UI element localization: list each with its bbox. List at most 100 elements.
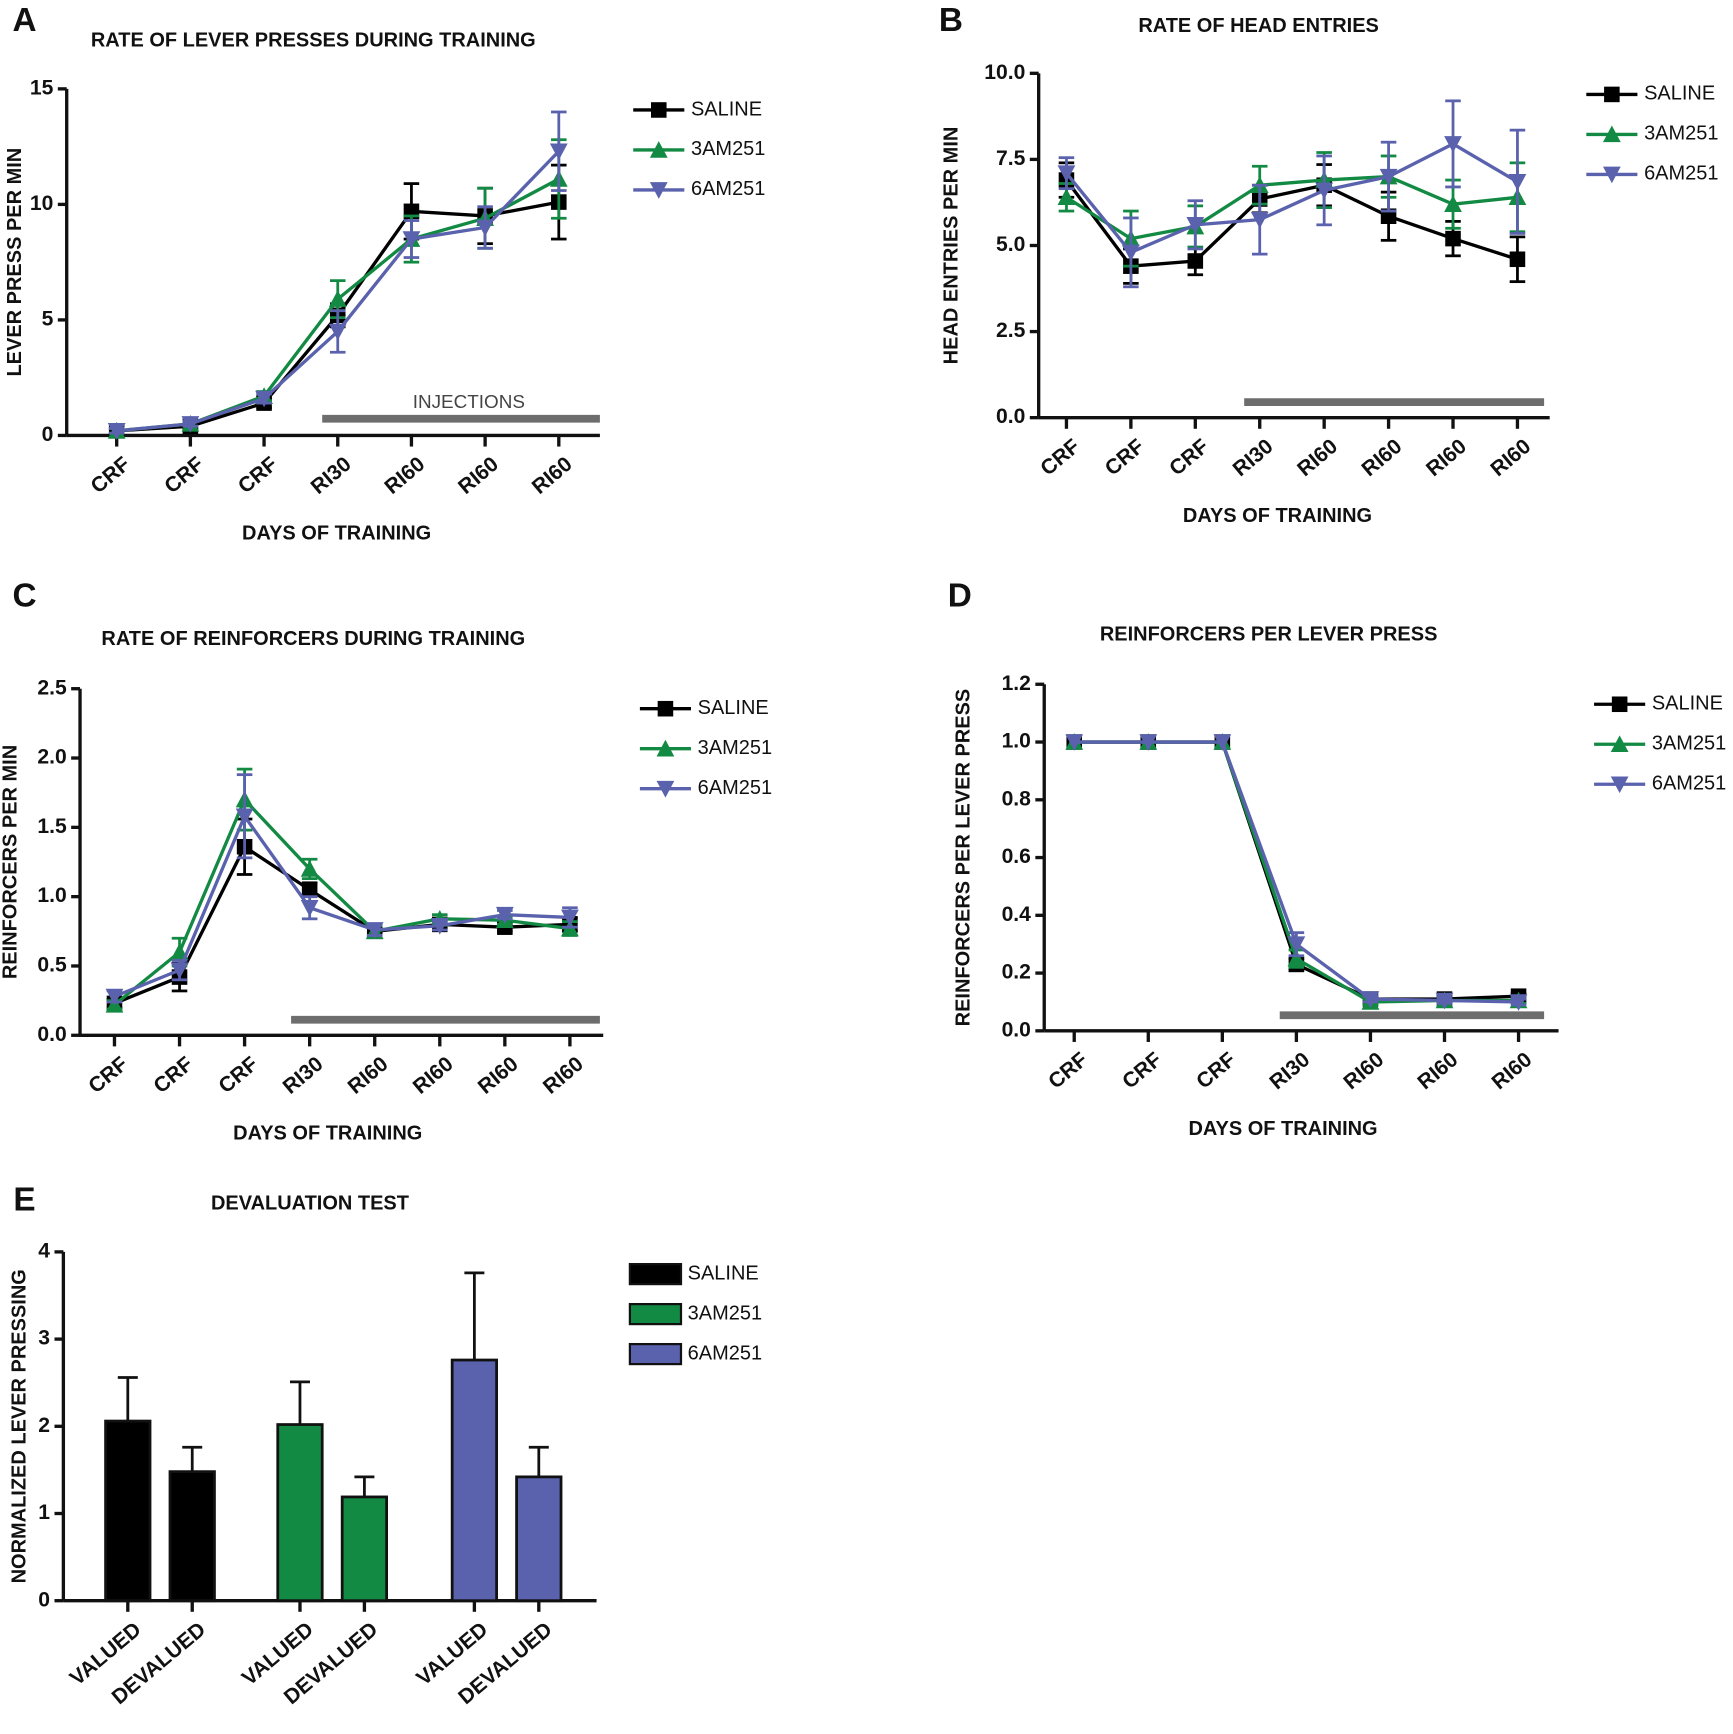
x-tick-label: RI60 [454, 453, 503, 499]
x-tick-label: RI60 [539, 1052, 588, 1098]
point [300, 860, 319, 877]
y-tick-label: 0.0 [37, 1023, 66, 1046]
y-tick-label: 1 [38, 1501, 50, 1524]
panel-letter: C [12, 577, 36, 614]
legend-marker [650, 102, 667, 118]
y-tick-label: 2.5 [996, 319, 1026, 342]
x-tick-label: CRF [1101, 435, 1149, 481]
y-tick-label: 15 [30, 76, 54, 99]
bar [515, 1475, 563, 1603]
panel-letter: D [948, 577, 972, 614]
x-axis-label: DAYS OF TRAINING [233, 1122, 422, 1144]
legend-label: SALINE [688, 1262, 759, 1284]
point [1445, 230, 1461, 247]
legend-marker [1611, 696, 1628, 713]
x-tick-label: RI60 [1293, 435, 1342, 481]
x-tick-label: RI60 [1488, 1048, 1537, 1094]
series-line [113, 796, 571, 1007]
point [1187, 253, 1204, 269]
y-tick-label: 0.2 [1002, 961, 1031, 984]
x-tick-label: CRF [234, 453, 282, 499]
legend-marker [1602, 125, 1621, 143]
series-line [1065, 142, 1519, 255]
legend-label: SALINE [1644, 83, 1715, 105]
x-tick-label: CRF [1165, 435, 1213, 481]
y-tick-label: 0.8 [1002, 787, 1032, 810]
y-tick-label: 5.0 [996, 233, 1025, 256]
y-tick-label: 1.0 [1002, 730, 1031, 753]
panel-letter: E [13, 1182, 35, 1219]
point [1250, 211, 1269, 229]
x-tick-label: CRF [1192, 1048, 1240, 1094]
legend-label: 6AM251 [691, 178, 765, 200]
point [365, 922, 384, 939]
point [1509, 251, 1526, 268]
x-axis-label: DAYS OF TRAINING [242, 523, 431, 545]
series-line [1065, 179, 1518, 268]
y-tick-label: 0.4 [1002, 903, 1032, 926]
x-tick-label: CRF [84, 1052, 132, 1098]
legend-marker [1610, 776, 1629, 794]
chart-title: RATE OF HEAD ENTRIES [1138, 15, 1379, 37]
point [1139, 734, 1158, 751]
point [1508, 174, 1527, 191]
legend-swatch [628, 1342, 683, 1366]
x-tick-label: RI60 [474, 1052, 523, 1098]
bar [450, 1358, 498, 1603]
point [328, 323, 347, 341]
x-tick-label: RI60 [344, 1052, 393, 1098]
legend-swatch [628, 1263, 683, 1286]
x-tick-label: RI60 [1413, 1048, 1462, 1094]
x-tick-label: RI30 [1229, 435, 1278, 481]
point [1121, 244, 1140, 262]
point [1509, 994, 1528, 1011]
legend-label: 3AM251 [1644, 123, 1718, 145]
point [300, 899, 319, 917]
y-tick-label: 2 [38, 1414, 50, 1437]
legend-label: 3AM251 [688, 1302, 762, 1324]
series-line [113, 812, 570, 999]
series-line [113, 844, 570, 1005]
y-tick-label: 0.0 [996, 405, 1025, 428]
legend-label: SALINE [1652, 693, 1723, 715]
point [170, 962, 189, 980]
annotation: INJECTIONS [413, 392, 525, 413]
legend-marker [649, 141, 668, 158]
point [561, 909, 579, 927]
x-tick-label: CRF [1036, 435, 1084, 481]
legend-label: SALINE [691, 98, 762, 120]
legend-label: SALINE [698, 697, 769, 719]
bar [168, 1470, 216, 1603]
chart-title: REINFORCERS PER LEVER PRESS [1100, 624, 1438, 646]
point [1315, 182, 1334, 200]
y-axis-label: REINFORCERS PER MIN [0, 745, 21, 979]
chart-title: DEVALUATION TEST [211, 1192, 409, 1214]
y-tick-label: 2.0 [37, 746, 66, 769]
x-tick-label: RI60 [1422, 435, 1471, 481]
y-tick-label: 4 [38, 1239, 50, 1262]
point [1444, 136, 1462, 153]
x-tick-label: CRF [215, 1052, 263, 1098]
x-tick-label: CRF [1044, 1048, 1092, 1094]
point [1213, 734, 1232, 751]
chart-title: RATE OF LEVER PRESSES DURING TRAINING [91, 29, 536, 51]
point [402, 231, 421, 248]
y-tick-label: 1.5 [37, 815, 67, 838]
point [1057, 165, 1076, 183]
x-tick-label: RI60 [1486, 435, 1535, 481]
x-axis-label: DAYS OF TRAINING [1183, 505, 1372, 527]
legend-label: 6AM251 [698, 777, 772, 799]
point [181, 416, 200, 433]
y-tick-label: 0 [42, 423, 54, 446]
x-tick-label: RI60 [1358, 435, 1407, 481]
chart-title: RATE OF REINFORCERS DURING TRAINING [101, 628, 525, 650]
point [1065, 734, 1084, 751]
y-tick-label: 10 [30, 192, 53, 215]
y-tick-label: 2.5 [37, 676, 67, 699]
y-axis-label: HEAD ENTRIES PER MIN [940, 127, 962, 365]
point [1361, 991, 1380, 1008]
y-tick-label: 0 [38, 1588, 50, 1611]
point [255, 390, 273, 408]
y-tick-label: 3 [38, 1327, 50, 1350]
point [430, 917, 449, 935]
